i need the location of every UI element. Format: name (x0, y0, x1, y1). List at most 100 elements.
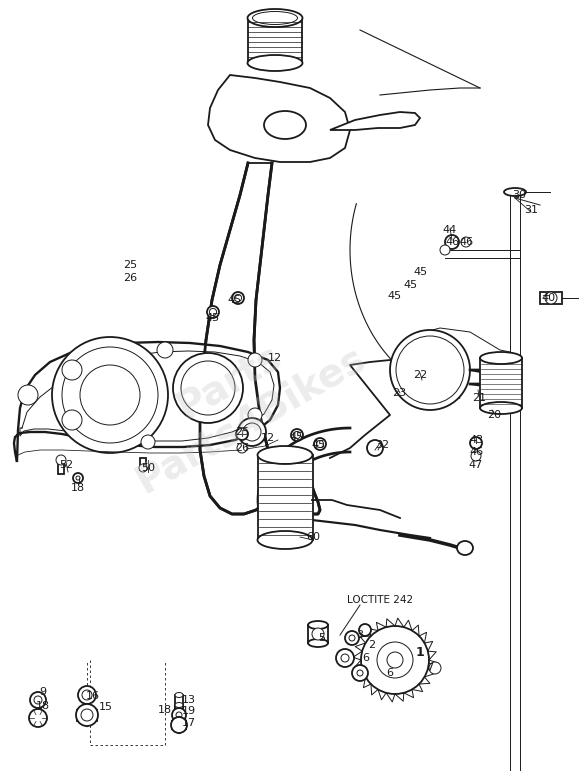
Text: 3: 3 (357, 630, 364, 640)
Bar (540, 292, 562, 304)
Circle shape (176, 712, 182, 718)
Ellipse shape (258, 446, 313, 464)
Circle shape (56, 455, 66, 465)
Circle shape (82, 690, 92, 700)
Text: 30: 30 (512, 190, 526, 200)
Circle shape (377, 642, 413, 678)
Text: 46: 46 (459, 237, 473, 247)
Text: 45: 45 (404, 280, 418, 290)
Ellipse shape (308, 621, 328, 629)
Circle shape (237, 443, 247, 453)
Circle shape (396, 336, 464, 404)
Circle shape (52, 337, 168, 453)
Circle shape (314, 438, 326, 450)
Circle shape (243, 423, 261, 441)
Text: 5: 5 (318, 633, 325, 643)
Circle shape (387, 652, 403, 668)
Circle shape (62, 347, 158, 443)
Text: 40: 40 (541, 293, 555, 303)
Circle shape (141, 435, 155, 449)
Circle shape (471, 451, 481, 461)
Text: 45: 45 (206, 313, 220, 323)
Circle shape (248, 353, 262, 367)
Polygon shape (470, 370, 495, 388)
Text: 45: 45 (227, 295, 241, 305)
Circle shape (173, 353, 243, 423)
Text: 26: 26 (235, 443, 249, 453)
Ellipse shape (252, 12, 298, 25)
Circle shape (76, 476, 80, 480)
Text: 46: 46 (445, 237, 459, 247)
Text: 45: 45 (290, 432, 304, 442)
Circle shape (341, 654, 349, 662)
Ellipse shape (247, 55, 302, 71)
Text: 60: 60 (306, 532, 320, 542)
Text: 45: 45 (388, 291, 402, 301)
Circle shape (361, 626, 429, 694)
Circle shape (80, 365, 140, 425)
Text: 22: 22 (413, 370, 427, 380)
Text: 32: 32 (375, 440, 389, 450)
Text: 45: 45 (413, 267, 427, 277)
Text: 20: 20 (487, 410, 501, 420)
Text: 43: 43 (469, 435, 483, 445)
Ellipse shape (264, 111, 306, 139)
Text: 25: 25 (235, 427, 249, 437)
Circle shape (234, 294, 241, 302)
Text: 31: 31 (524, 205, 538, 215)
Circle shape (207, 306, 219, 318)
Text: 52: 52 (59, 460, 73, 470)
Text: 1: 1 (416, 645, 424, 659)
Polygon shape (330, 112, 420, 130)
Text: Parts
Parts4Bikes: Parts Parts4Bikes (108, 300, 372, 500)
Circle shape (440, 245, 450, 255)
Text: 50: 50 (141, 463, 155, 473)
Bar (140, 458, 146, 470)
Circle shape (172, 708, 186, 722)
Circle shape (429, 662, 441, 674)
Text: 7: 7 (427, 663, 434, 673)
Ellipse shape (480, 402, 522, 414)
Circle shape (81, 709, 93, 721)
Circle shape (210, 308, 217, 316)
Circle shape (232, 292, 244, 304)
Circle shape (445, 235, 459, 249)
Ellipse shape (175, 703, 183, 707)
Text: 13: 13 (182, 695, 196, 705)
Ellipse shape (480, 352, 522, 364)
Circle shape (139, 464, 147, 472)
Text: 12: 12 (268, 353, 282, 363)
Bar (175, 695, 183, 709)
Circle shape (345, 631, 359, 645)
Polygon shape (208, 75, 350, 162)
Text: 6: 6 (387, 668, 394, 678)
Ellipse shape (258, 531, 313, 549)
Bar (258, 455, 313, 540)
Circle shape (73, 473, 83, 483)
Circle shape (236, 428, 248, 440)
Ellipse shape (308, 639, 328, 647)
Text: 19: 19 (182, 706, 196, 716)
Circle shape (312, 628, 324, 640)
Bar (175, 705, 183, 719)
Circle shape (291, 429, 303, 441)
Circle shape (359, 624, 371, 636)
Text: 6: 6 (362, 653, 369, 663)
Circle shape (30, 692, 46, 708)
Text: 2: 2 (368, 640, 376, 650)
Text: 47: 47 (469, 460, 483, 470)
Text: 25: 25 (123, 260, 137, 270)
Circle shape (390, 330, 470, 410)
Circle shape (238, 418, 266, 446)
Text: 17: 17 (182, 718, 196, 728)
Circle shape (29, 709, 47, 727)
Circle shape (336, 649, 354, 667)
Bar (58, 460, 64, 474)
Circle shape (18, 385, 38, 405)
Bar (308, 625, 328, 643)
Ellipse shape (175, 692, 183, 697)
Circle shape (294, 432, 301, 438)
Text: 44: 44 (443, 225, 457, 235)
Ellipse shape (457, 541, 473, 555)
Circle shape (181, 361, 235, 415)
